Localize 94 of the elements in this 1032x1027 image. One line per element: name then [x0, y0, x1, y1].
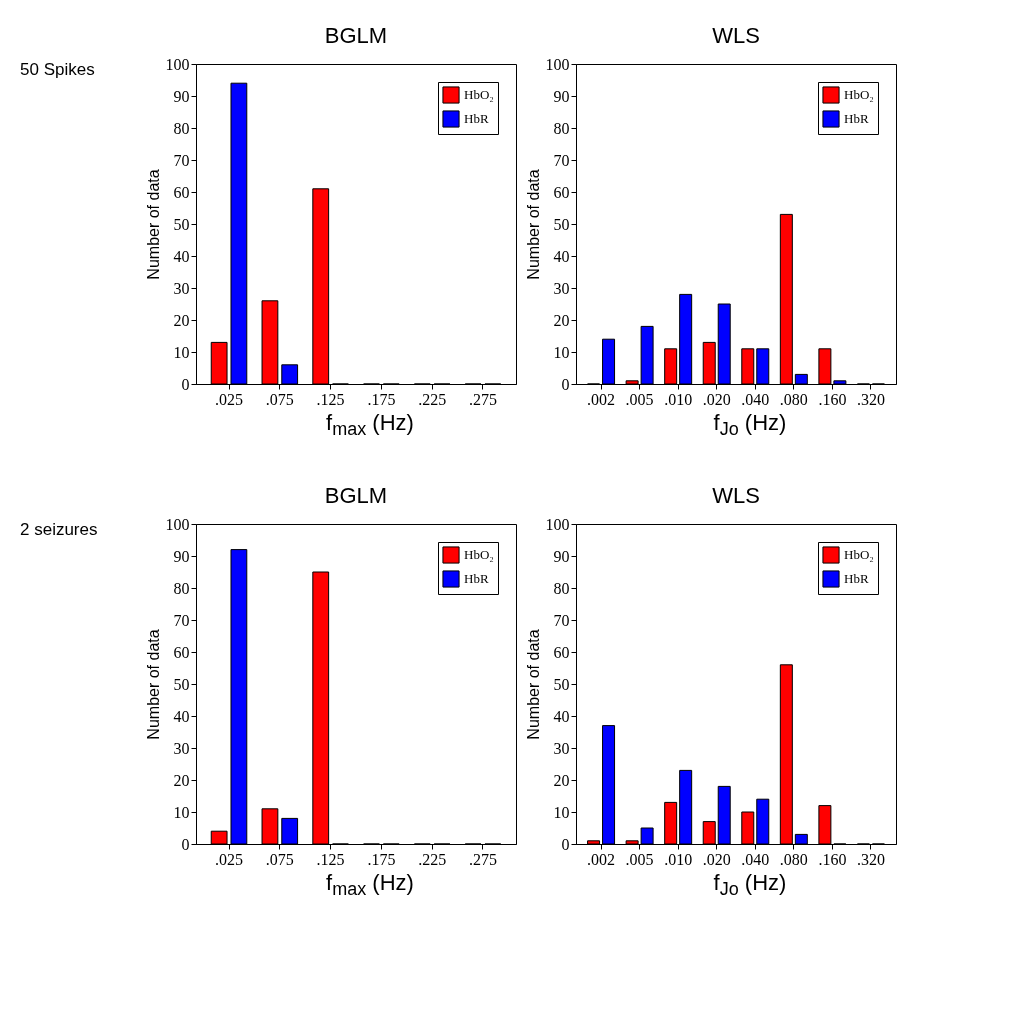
- x-tick-label: .175: [367, 850, 396, 868]
- chart-title: BGLM: [324, 23, 388, 48]
- y-tick-label: 20: [553, 311, 570, 329]
- y-axis-title: Number of data: [144, 169, 162, 280]
- y-tick-label: 80: [553, 579, 570, 597]
- y-tick-label: 10: [553, 803, 570, 821]
- x-tick-label: .002: [587, 850, 616, 868]
- y-axis-title: Number of data: [524, 169, 542, 280]
- text: 50 Spikes: [20, 60, 95, 80]
- y-tick-label: 80: [553, 119, 570, 137]
- legend-label: HbR: [464, 571, 489, 587]
- y-tick-label: 30: [173, 739, 190, 757]
- x-tick-label: .320: [856, 390, 885, 408]
- chart-title: WLS: [712, 483, 760, 509]
- x-tick-label: .020: [702, 390, 731, 408]
- x-tick-label: .005: [625, 850, 654, 868]
- y-tick-label: 100: [545, 515, 570, 533]
- x-axis-title: f$_{Jo}$ (Hz): [712, 870, 788, 901]
- legend-label: HbR: [844, 111, 869, 126]
- x-tick-label: .005: [625, 390, 654, 408]
- y-tick-label: 20: [173, 311, 190, 329]
- y-tick-label: 20: [553, 771, 570, 789]
- y-tick-label: 70: [173, 151, 190, 169]
- y-tick-label: 70: [553, 151, 570, 169]
- x-tick-label: .040: [741, 850, 770, 868]
- y-tick-label: 80: [173, 119, 190, 137]
- y-tick-label: 70: [553, 611, 570, 629]
- y-tick-label: 100: [165, 515, 190, 533]
- y-tick-label: 30: [553, 279, 570, 297]
- y-tick-label: 0: [181, 835, 190, 853]
- y-tick-label: 60: [553, 183, 570, 201]
- x-tick-label: .025: [215, 390, 244, 408]
- y-tick-label: 30: [553, 739, 570, 757]
- chart-title: BGLM: [324, 483, 388, 509]
- x-axis-title: f$_{max}$ (Hz): [325, 870, 415, 901]
- y-tick-label: 50: [553, 675, 570, 693]
- y-tick-label: 60: [173, 643, 190, 661]
- x-tick-label: .080: [779, 850, 808, 868]
- x-tick-label: .225: [418, 850, 447, 868]
- x-tick-label: .160: [818, 850, 847, 868]
- y-tick-label: 50: [553, 215, 570, 233]
- legend-label: HbR: [844, 571, 869, 587]
- y-tick-label: 0: [181, 375, 190, 393]
- y-tick-label: 50: [173, 215, 190, 233]
- y-tick-label: 20: [173, 771, 190, 789]
- x-tick-label: .010: [664, 390, 693, 408]
- legend-label: HbR: [464, 111, 489, 126]
- legend-label: HbO₂: [844, 547, 874, 563]
- y-tick-label: 90: [173, 547, 190, 565]
- y-tick-label: 90: [173, 87, 190, 105]
- y-tick-label: 60: [553, 643, 570, 661]
- x-tick-label: .025: [215, 850, 244, 868]
- x-tick-label: .125: [316, 850, 345, 868]
- y-tick-label: 80: [173, 579, 190, 597]
- x-tick-label: .125: [316, 390, 345, 408]
- x-tick-label: .080: [779, 390, 808, 408]
- y-tick-label: 40: [173, 707, 190, 725]
- x-axis-title: f$_{Jo}$ (Hz): [712, 410, 788, 441]
- x-tick-label: .020: [702, 850, 731, 868]
- y-tick-label: 10: [553, 343, 570, 361]
- y-tick-label: 40: [553, 247, 570, 265]
- y-tick-label: 100: [165, 55, 190, 73]
- x-tick-label: .275: [468, 850, 497, 868]
- y-tick-label: 40: [173, 247, 190, 265]
- y-tick-label: 90: [553, 547, 570, 565]
- x-tick-label: .040: [741, 390, 770, 408]
- x-tick-label: .225: [418, 390, 447, 408]
- x-tick-label: .175: [367, 390, 396, 408]
- x-tick-label: .002: [587, 390, 616, 408]
- y-tick-label: 60: [173, 183, 190, 201]
- y-tick-label: 10: [173, 343, 190, 361]
- y-axis-title: Number of data: [524, 629, 542, 741]
- y-tick-label: 10: [173, 803, 190, 821]
- y-tick-label: 0: [561, 835, 570, 853]
- text: 2 seizures: [20, 520, 98, 541]
- legend-label: HbO₂: [464, 87, 494, 102]
- x-tick-label: .275: [468, 390, 497, 408]
- y-axis-title: Number of data: [144, 629, 162, 741]
- x-tick-label: .075: [265, 850, 294, 868]
- y-tick-label: 0: [561, 375, 570, 393]
- y-tick-label: 50: [173, 675, 190, 693]
- y-tick-label: 30: [173, 279, 190, 297]
- x-tick-label: .010: [664, 850, 693, 868]
- legend-label: HbO₂: [844, 87, 874, 102]
- x-tick-label: .160: [818, 390, 847, 408]
- y-tick-label: 40: [553, 707, 570, 725]
- y-tick-label: 100: [545, 55, 570, 73]
- x-tick-label: .075: [265, 390, 294, 408]
- chart-title: WLS: [712, 23, 760, 48]
- y-tick-label: 70: [173, 611, 190, 629]
- x-axis-title: f$_{max}$ (Hz): [325, 410, 415, 441]
- y-tick-label: 90: [553, 87, 570, 105]
- x-tick-label: .320: [856, 850, 885, 868]
- legend-label: HbO₂: [464, 547, 494, 563]
